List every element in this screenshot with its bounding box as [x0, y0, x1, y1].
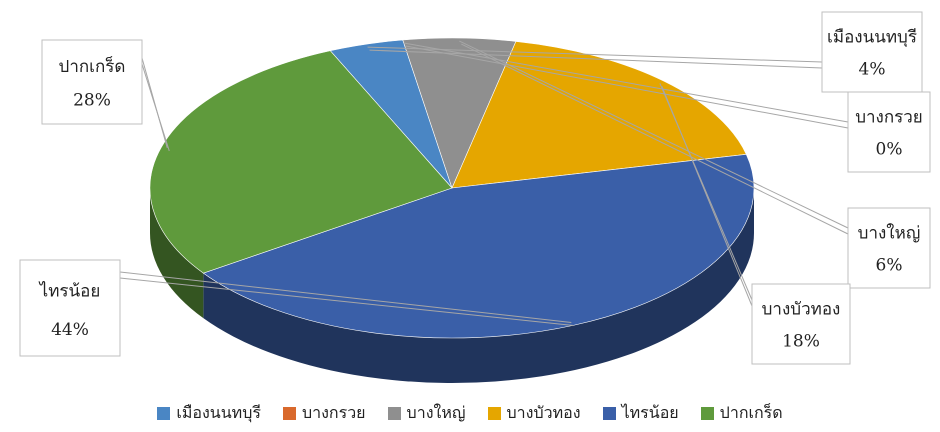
leader-line-b-2: [461, 43, 849, 235]
legend-item-5: ปากเกร็ด: [700, 401, 783, 426]
callout-value-3: 18%: [782, 331, 820, 351]
leader-line-b-3: [661, 86, 753, 307]
callout-category-5: ปากเกร็ด: [59, 55, 126, 77]
legend-swatch-1: [282, 406, 296, 420]
callout-category-3: บางบัวทอง: [762, 299, 841, 319]
leader-line-4: [119, 271, 572, 324]
callout-value-2: 6%: [876, 255, 903, 275]
legend-label-0: เมืองนนทบุรี: [176, 402, 261, 422]
callout-value-5: 28%: [73, 91, 111, 111]
legend-swatch-0: [157, 406, 171, 420]
pie-top-faces: [149, 37, 755, 339]
callout-box-5: [41, 39, 143, 125]
callout-category-1: บางกรวย: [855, 107, 923, 127]
legend-swatch-2: [387, 406, 401, 420]
legend-label-1: บางกรวย: [301, 402, 366, 422]
leader-line-1: [403, 42, 849, 123]
pie-slice-5: [149, 50, 453, 274]
legend-swatch-5: [700, 406, 714, 420]
pie-slice-3: [451, 41, 747, 189]
legend-label-2: บางใหญ่: [406, 402, 466, 422]
callout-box-1: [847, 91, 931, 173]
callout-box-4: [19, 259, 121, 357]
legend-label-3: บางบัวทอง: [506, 402, 581, 422]
callout-value-0: 4%: [859, 59, 886, 79]
callout-category-2: บางใหญ่: [858, 222, 921, 243]
callout-category-4: ไทรน้อย: [38, 280, 101, 301]
callout-value-1: 0%: [876, 139, 903, 159]
callout-box-2: [847, 207, 931, 289]
legend-label-4: ไทรน้อย: [621, 402, 679, 422]
leader-line-2: [459, 40, 849, 229]
legend-swatch-3: [487, 406, 501, 420]
pie-callouts: เมืองนนทบุรี 4% บางกรวย 0% บางใหญ่ 6% บางบัวทอ…: [19, 11, 931, 365]
legend-item-2: บางใหญ่: [387, 401, 466, 426]
chart-legend: เมืองนนทบุรี บางกรวย บางใหญ่ บางบัวทอง ไทรน้…: [0, 398, 940, 428]
legend-label-5: ปากเกร็ด: [719, 402, 783, 422]
legend-item-3: บางบัวทอง: [487, 401, 581, 426]
leader-line-b-4: [119, 277, 574, 327]
legend-item-0: เมืองนนทบุรี: [157, 401, 261, 426]
leader-line-b-5: [141, 63, 170, 152]
callout-box-3: [751, 283, 851, 365]
legend-item-1: บางกรวย: [282, 401, 366, 426]
leader-line-b-1: [405, 45, 849, 129]
legend-swatch-4: [602, 406, 616, 420]
pie-slice-4: [202, 153, 755, 339]
callout-value-4: 44%: [51, 320, 89, 340]
pie-side-4: [203, 188, 754, 384]
pie-chart: เมืองนนทบุรี 4% บางกรวย 0% บางใหญ่ 6% บางบัวทอ…: [19, 11, 931, 384]
callout-box-0: [821, 11, 923, 93]
callout-category-0: เมืองนนทบุรี: [827, 27, 917, 47]
legend-item-4: ไทรน้อย: [602, 401, 679, 426]
